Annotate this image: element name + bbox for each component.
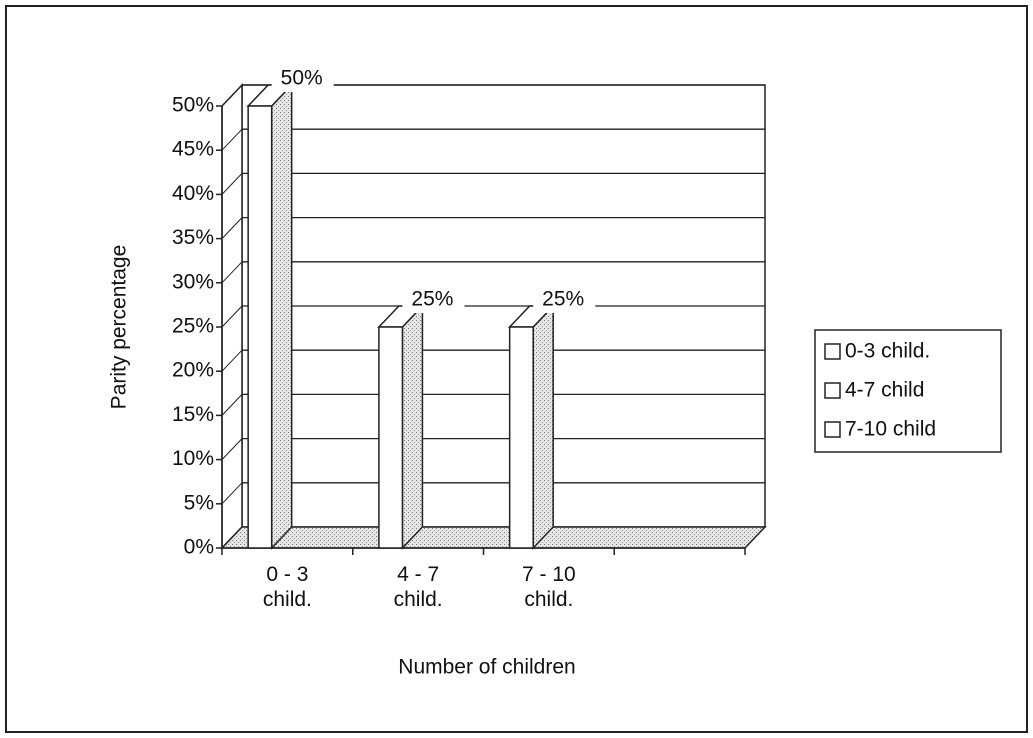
bar: [508, 326, 534, 549]
legend-box: [814, 329, 1002, 453]
grid-line-side: [221, 173, 243, 195]
grid-line-side: [221, 305, 243, 328]
y-tick-label: 40%: [172, 182, 214, 205]
label-bg: [533, 287, 596, 313]
legend-label: 7-10 child: [845, 418, 936, 441]
grid-line-side: [221, 84, 243, 107]
grid-line-side: [221, 482, 243, 505]
y-tick-label: 15%: [172, 403, 214, 426]
grid-line-side: [221, 394, 243, 416]
grid-line-side: [221, 217, 243, 239]
y-tick-label: 45%: [172, 138, 214, 161]
bar-side: [401, 304, 424, 550]
bar: [247, 105, 273, 549]
bar-side: [270, 83, 293, 550]
legend-swatch: [824, 343, 841, 360]
legend-label: 4-7 child: [845, 379, 924, 402]
floor: [220, 526, 767, 549]
y-tick-label: 25%: [172, 315, 214, 338]
grid-line-side: [221, 438, 243, 460]
y-tick-label: 10%: [172, 447, 214, 470]
y-axis-label: Parity percentage: [108, 245, 131, 410]
y-tick-label: 50%: [172, 94, 214, 117]
legend-swatch: [824, 382, 841, 399]
y-tick-label: 0%: [184, 536, 214, 559]
grid-line-side: [221, 261, 243, 284]
frame: [5, 5, 1028, 733]
data-label: 50%: [281, 67, 323, 90]
y-tick-label: 30%: [172, 270, 214, 293]
y-tick-label: 35%: [172, 226, 214, 249]
data-label: 25%: [542, 288, 584, 311]
label-bg: [402, 287, 465, 313]
bar: [378, 326, 404, 549]
grid-line-side: [221, 349, 243, 372]
y-tick-label: 5%: [184, 491, 214, 514]
label-bg: [271, 66, 334, 92]
legend-swatch: [824, 421, 841, 438]
y-tick-label: 20%: [172, 359, 214, 382]
x-tick-label: 7 - 10 child.: [522, 563, 576, 611]
x-tick-label: 0 - 3 child.: [262, 563, 312, 611]
grid-line-side: [221, 128, 243, 151]
legend-label: 0-3 child.: [845, 340, 930, 363]
x-axis-label: Number of children: [398, 656, 575, 679]
x-tick-label: 4 - 7 child.: [393, 563, 443, 611]
bar-side: [532, 304, 554, 550]
data-label: 25%: [411, 288, 453, 311]
